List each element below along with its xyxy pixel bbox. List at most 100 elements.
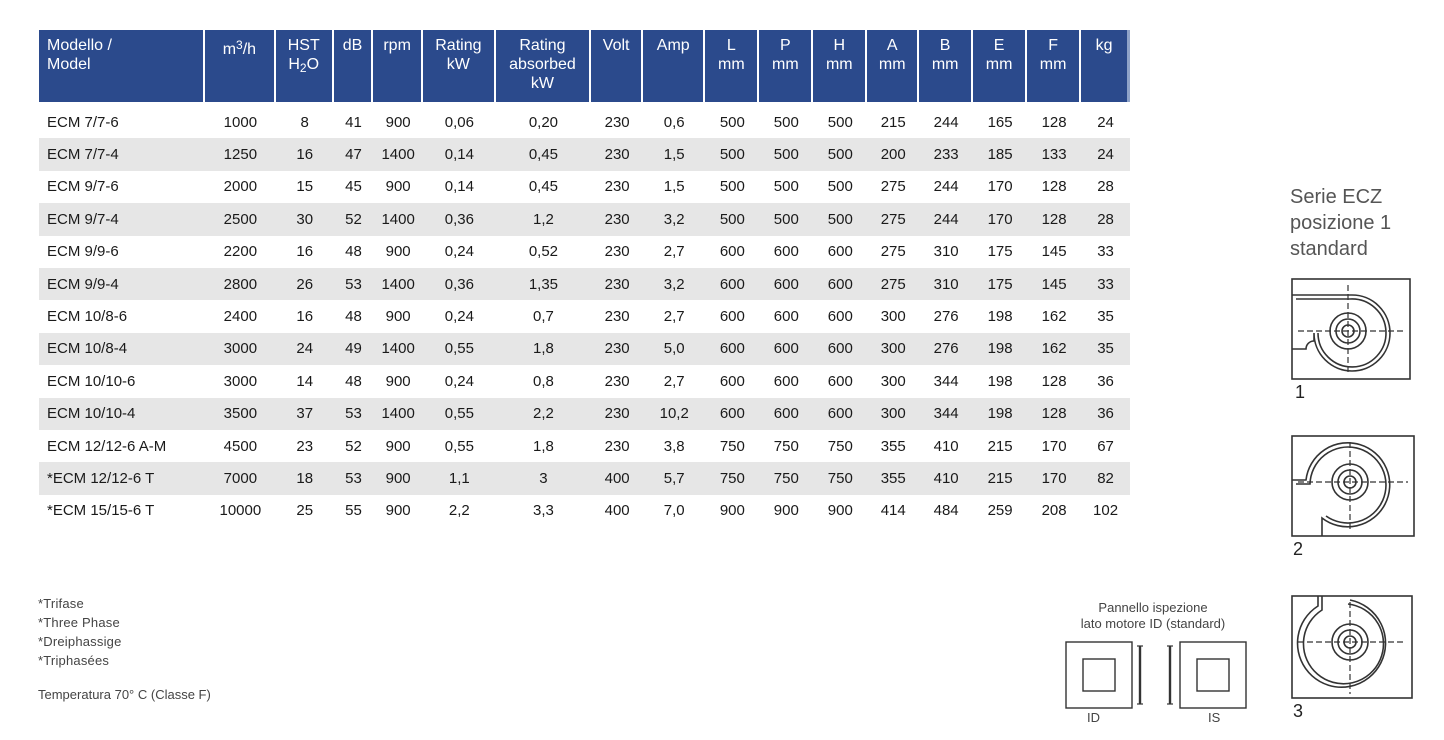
table-cell: 275 — [880, 243, 906, 261]
table-cell: 600 — [759, 397, 814, 430]
table-cell: 82 — [1081, 462, 1130, 495]
table-cell: 230 — [591, 267, 644, 301]
table-cell: 900 — [385, 502, 411, 520]
col-header-rpm: rpm — [373, 30, 424, 102]
table-cell: 133 — [1027, 138, 1082, 171]
model-cell: ECM 10/10-4 — [39, 397, 206, 430]
table-cell: 48 — [345, 308, 362, 326]
table-row: ECM 9/7-4 2500 30 52 1400 0,36 1,2 230 3,2 500 500… — [39, 203, 1130, 236]
fan-position-2-diagram — [1291, 435, 1415, 537]
table-cell: 600 — [705, 267, 760, 301]
table-cell: 208 — [1041, 502, 1067, 520]
model-cell: *ECM 12/12-6 T — [39, 462, 206, 495]
table-cell: 36 — [1097, 372, 1114, 390]
table-cell: 500 — [813, 138, 868, 171]
table-cell: 230 — [604, 308, 630, 326]
table-cell: 10000 — [219, 502, 262, 520]
table-cell: 500 — [705, 138, 760, 171]
table-cell: 7000 — [205, 462, 276, 495]
table-row: ECM 7/7-6 1000 8 41 900 0,06 0,20 230 0,6 500 500 5… — [39, 102, 1130, 138]
serie-caption: Serie ECZ posizione 1 standard — [1290, 186, 1392, 260]
table-cell: 2400 — [223, 308, 258, 326]
table-cell: 1,5 — [663, 178, 685, 196]
table-cell: 900 — [719, 502, 745, 520]
model-cell: ECM 9/9-4 — [39, 267, 206, 301]
table-cell: 198 — [973, 397, 1028, 430]
table-cell: 3500 — [205, 397, 276, 430]
table-cell: 410 — [919, 462, 974, 495]
specs-table: Modello / Model m3/h HST H2O dB rpm Rating… — [39, 30, 1130, 527]
table-row: ECM 12/12-6 A-M 4500 23 52 900 0,55 1,8 230 3,8 7… — [39, 430, 1130, 462]
model-cell: ECM 7/7-4 — [39, 138, 206, 171]
footnote: *Dreiphassige — [38, 634, 122, 649]
footnote: *Trifase — [38, 596, 84, 611]
table-cell: 750 — [773, 437, 799, 455]
table-cell: 230 — [591, 138, 644, 171]
table-cell: 162 — [1041, 308, 1067, 326]
table-cell: 128 — [1027, 203, 1082, 236]
table-row: *ECM 12/12-6 T 7000 18 53 900 1,1 3 400 5,7 750 75… — [39, 462, 1130, 495]
footnote: *Triphasées — [38, 653, 110, 668]
table-cell: 900 — [827, 502, 853, 520]
table-cell: 1400 — [373, 138, 424, 171]
table-cell: 170 — [987, 178, 1013, 196]
table-cell: 1,1 — [423, 462, 496, 495]
table-cell: 1400 — [373, 332, 424, 366]
table-cell: 600 — [813, 332, 868, 366]
table-cell: 1,8 — [533, 437, 554, 455]
table-cell: 102 — [1093, 502, 1119, 520]
table-cell: 30 — [275, 203, 334, 236]
table-cell: 170 — [1027, 462, 1082, 495]
table-cell: 344 — [919, 397, 974, 430]
table-cell: 5,0 — [643, 332, 706, 366]
table-cell: 215 — [880, 113, 906, 131]
table-cell: 33 — [1081, 267, 1130, 301]
table-cell: 185 — [973, 138, 1028, 171]
table-row: ECM 9/9-6 2200 16 48 900 0,24 0,52 230 2,7 600 600… — [39, 236, 1130, 268]
model-cell: *ECM 15/15-6 T — [47, 502, 155, 520]
model-cell: ECM 9/9-6 — [47, 243, 119, 261]
table-cell: 16 — [296, 243, 314, 261]
table-cell: 35 — [1097, 308, 1114, 326]
table-cell: 1,5 — [643, 138, 706, 171]
table-cell: 500 — [827, 113, 853, 131]
table-cell: 600 — [813, 397, 868, 430]
table-cell: 5,7 — [643, 462, 706, 495]
table-cell: 2500 — [205, 203, 276, 236]
table-cell: 0,06 — [444, 113, 474, 131]
table-cell: 170 — [1041, 437, 1067, 455]
table-cell: 2,2 — [495, 397, 592, 430]
table-cell: 500 — [759, 138, 814, 171]
model-cell: ECM 10/8-6 — [47, 308, 128, 326]
table-cell: 900 — [385, 178, 411, 196]
table-cell: 500 — [827, 178, 853, 196]
table-cell: 0,14 — [423, 138, 496, 171]
position-label-2: 2 — [1293, 539, 1304, 559]
table-cell: 18 — [275, 462, 334, 495]
position-label-3: 3 — [1293, 701, 1304, 721]
table-cell: 0,45 — [495, 138, 592, 171]
table-cell: 484 — [933, 502, 959, 520]
table-cell: 2000 — [223, 178, 258, 196]
table-cell: 230 — [591, 203, 644, 236]
table-cell: 259 — [987, 502, 1013, 520]
table-cell: 1,2 — [495, 203, 592, 236]
table-cell: 7,0 — [663, 502, 685, 520]
table-cell: 1,8 — [495, 332, 592, 366]
table-cell: 600 — [773, 243, 799, 261]
table-cell: 310 — [919, 267, 974, 301]
table-cell: 400 — [604, 502, 630, 520]
table-cell: 600 — [773, 372, 799, 390]
table-cell: 49 — [333, 332, 374, 366]
table-cell: 750 — [813, 462, 868, 495]
table-cell: 900 — [385, 113, 411, 131]
table-cell: 500 — [773, 178, 799, 196]
table-cell: 0,20 — [528, 113, 559, 131]
table-cell: 230 — [604, 243, 630, 261]
table-cell: 2,7 — [663, 308, 685, 326]
table-row: ECM 10/8-6 2400 16 48 900 0,24 0,7 230 2,7 600 600… — [39, 300, 1130, 332]
table-cell: 233 — [919, 138, 974, 171]
table-cell: 276 — [919, 332, 974, 366]
